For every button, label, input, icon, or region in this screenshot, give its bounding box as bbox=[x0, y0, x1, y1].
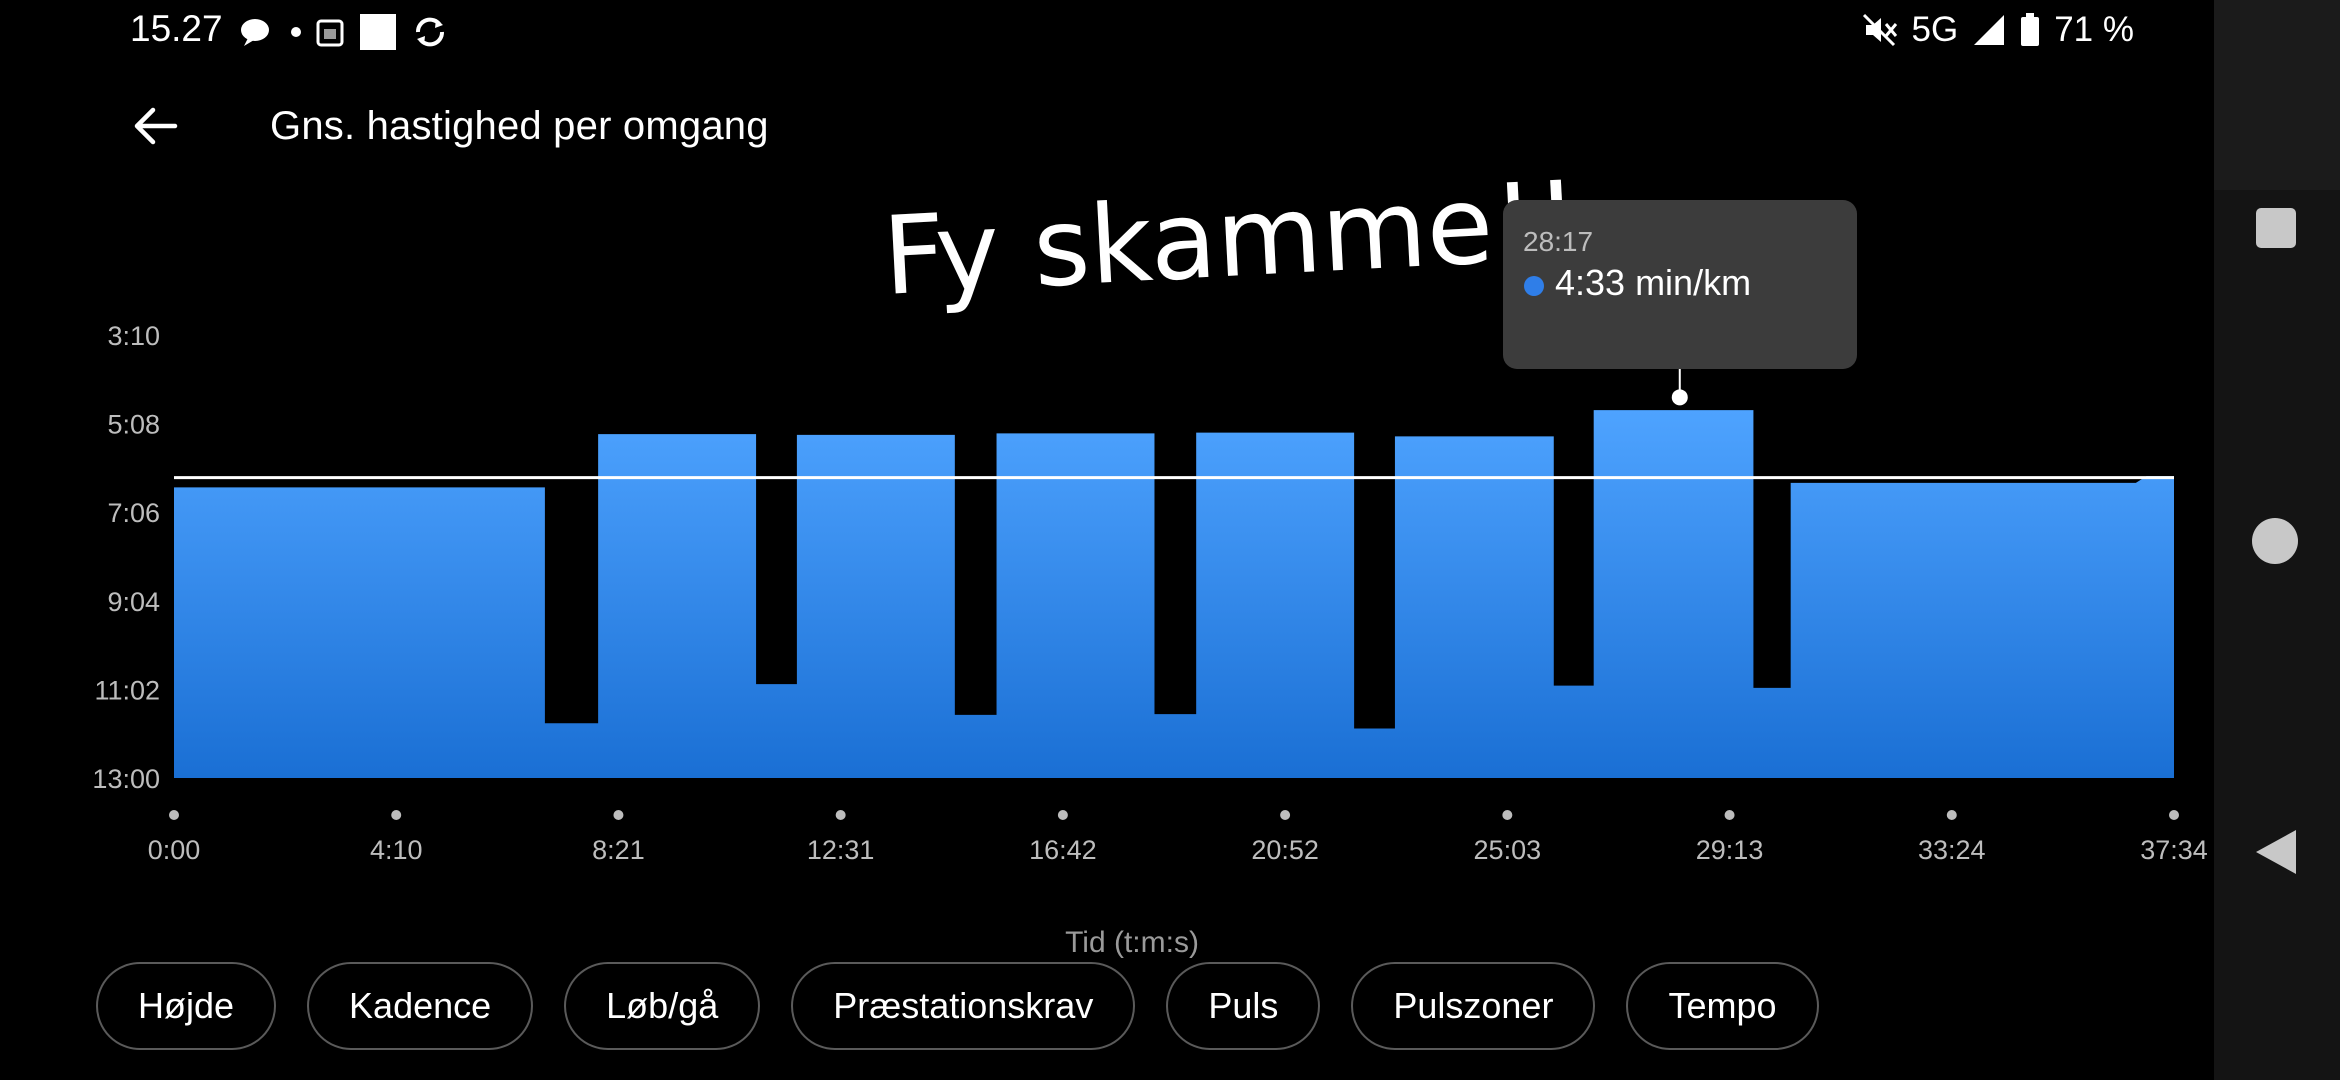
square-icon bbox=[360, 14, 396, 50]
x-tick-dot bbox=[1946, 810, 1957, 820]
page-title: Gns. hastighed per omgang bbox=[270, 104, 769, 148]
chip-puls[interactable]: Puls bbox=[1166, 962, 1321, 1050]
network-type: 5G bbox=[1911, 10, 1959, 49]
x-tick-dot bbox=[169, 810, 179, 820]
chat-icon bbox=[241, 19, 269, 46]
recents-button[interactable] bbox=[2256, 208, 2296, 248]
back-nav-button[interactable] bbox=[2256, 830, 2296, 874]
chip-tempo[interactable]: Tempo bbox=[1626, 962, 1819, 1050]
battery-icon bbox=[2021, 13, 2040, 46]
y-tick-label: 13:00 bbox=[92, 764, 160, 794]
pace-area bbox=[174, 410, 2174, 778]
x-tick-label: 12:31 bbox=[807, 835, 875, 865]
home-button[interactable] bbox=[2252, 518, 2298, 564]
signal-icon bbox=[1974, 15, 2005, 45]
tooltip-value: 4:33 min/km bbox=[1555, 262, 1752, 303]
y-tick-label: 9:04 bbox=[107, 587, 160, 617]
x-axis: 0:00 4:10 8:21 12:31 16:42 20:52 25:03 29:13 33:… bbox=[148, 810, 2208, 865]
chip-lob-ga[interactable]: Løb/gå bbox=[564, 962, 761, 1050]
app-bar: Gns. hastighed per omgang bbox=[0, 80, 2214, 170]
x-tick-dot bbox=[1724, 810, 1735, 820]
battery-level: 71 % bbox=[2054, 10, 2134, 49]
selected-marker bbox=[1671, 369, 1688, 406]
x-tick-dot bbox=[1502, 810, 1513, 820]
x-tick-label: 37:34 bbox=[2140, 835, 2208, 865]
calendar-icon bbox=[316, 19, 344, 47]
x-tick-dot bbox=[1057, 810, 1068, 820]
tooltip-time: 28:17 bbox=[1523, 226, 1594, 257]
y-tick-label: 3:10 bbox=[107, 321, 160, 351]
chip-pulszoner[interactable]: Pulszoner bbox=[1351, 962, 1596, 1050]
chart-tooltip: 28:17 4:33 min/km bbox=[1503, 200, 1857, 369]
x-tick-label: 8:21 bbox=[592, 835, 645, 865]
y-tick-label: 11:02 bbox=[94, 675, 160, 705]
status-icons-right: 5G 71 % bbox=[1862, 10, 2134, 50]
back-button[interactable] bbox=[120, 98, 190, 154]
x-tick-dot bbox=[1280, 810, 1291, 820]
y-axis: 3:10 5:08 7:06 9:04 11:02 13:00 bbox=[92, 321, 160, 794]
x-tick-label: 29:13 bbox=[1696, 835, 1764, 865]
x-tick-dot bbox=[613, 810, 624, 820]
x-tick-label: 20:52 bbox=[1251, 835, 1319, 865]
x-tick-label: 16:42 bbox=[1029, 835, 1097, 865]
x-tick-label: 4:10 bbox=[370, 835, 423, 865]
status-time: 15.27 bbox=[130, 8, 223, 49]
y-tick-label: 5:08 bbox=[107, 410, 160, 440]
status-bar: 15.27 5G 71 % bbox=[0, 0, 2214, 64]
pace-series bbox=[174, 410, 2174, 778]
x-axis-label: Tid (t:m:s) bbox=[1065, 926, 1199, 959]
sync-icon bbox=[415, 17, 445, 47]
chip-hojde[interactable]: Højde bbox=[96, 962, 277, 1050]
dot-icon bbox=[291, 27, 301, 37]
chip-praestationskrav[interactable]: Præstationskrav bbox=[791, 962, 1136, 1050]
x-tick-label: 33:24 bbox=[1918, 835, 1986, 865]
mute-icon bbox=[1862, 13, 1897, 47]
metric-chips: Højde Kadence Løb/gå Præstationskrav Pul… bbox=[96, 962, 1819, 1050]
marker-dot bbox=[1671, 389, 1688, 406]
x-tick-label: 25:03 bbox=[1474, 835, 1542, 865]
x-tick-label: 0:00 bbox=[148, 835, 201, 865]
pace-chart[interactable]: 3:10 5:08 7:06 9:04 11:02 13:00 0:00 4:10 8:21 1… bbox=[0, 170, 2214, 970]
status-icons-left bbox=[240, 12, 448, 52]
tooltip-dot-icon bbox=[1524, 276, 1544, 296]
x-tick-dot bbox=[835, 810, 846, 820]
chip-kadence[interactable]: Kadence bbox=[307, 962, 534, 1050]
system-nav-bar bbox=[2214, 0, 2340, 1080]
arrow-left-icon bbox=[134, 107, 178, 145]
y-tick-label: 7:06 bbox=[107, 498, 160, 528]
x-tick-dot bbox=[2169, 810, 2179, 820]
x-tick-dot bbox=[391, 810, 402, 820]
